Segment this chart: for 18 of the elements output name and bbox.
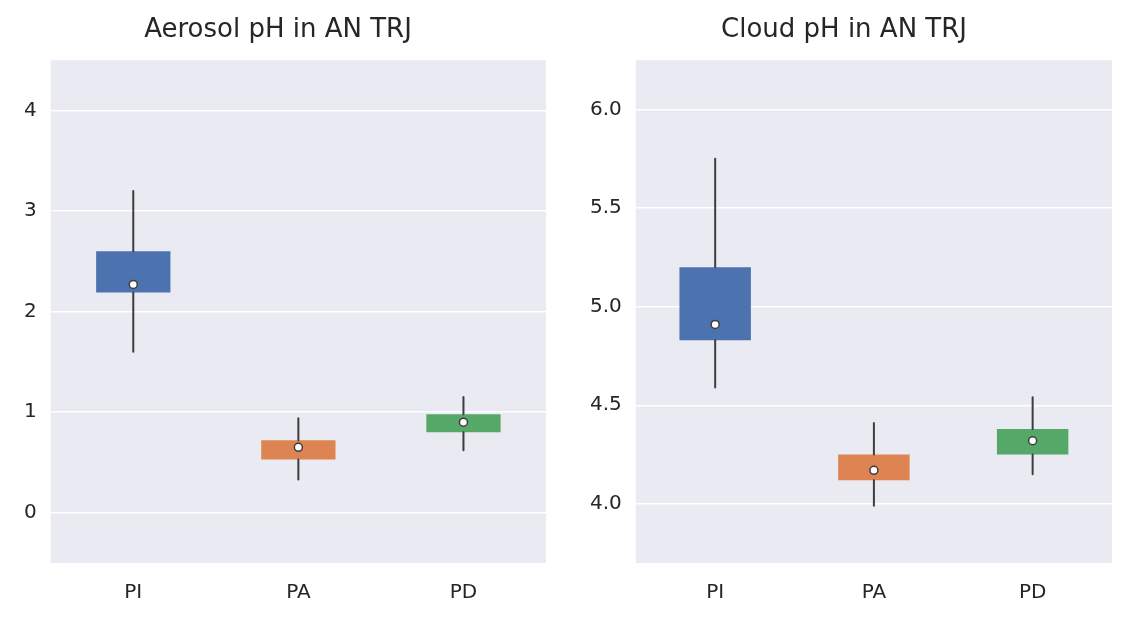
x-tick-label: PI (124, 579, 143, 604)
y-tick-label: 3 (23, 197, 37, 222)
y-tick-label: 1 (23, 398, 37, 423)
x-tick-label: PD (449, 579, 478, 604)
y-tick-label: 5.0 (589, 292, 622, 317)
x-tick-label: PI (706, 579, 725, 604)
y-tick-label: 0 (23, 498, 37, 523)
x-tick-label: PA (286, 579, 311, 604)
y-tick-label: 5.5 (589, 194, 622, 219)
y-tick-label: 4.0 (589, 490, 622, 515)
y-tick-label: 4 (23, 96, 37, 121)
chart-title: Aerosol pH in AN TRJ (144, 13, 412, 44)
y-tick-label: 2 (23, 297, 37, 322)
x-tick-label: PD (1018, 579, 1047, 604)
y-tick-label: 6.0 (589, 95, 622, 120)
x-tick-label: PA (861, 579, 887, 604)
y-tick-label: 4.5 (589, 391, 622, 416)
chart-title: Cloud pH in AN TRJ (721, 13, 967, 44)
